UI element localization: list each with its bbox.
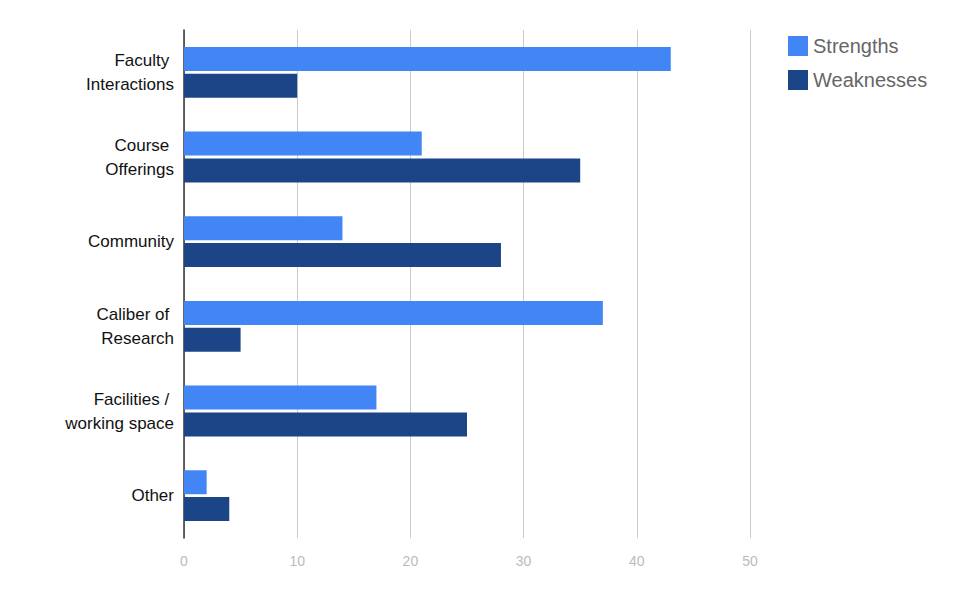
svg-text:Facilities /: Facilities / <box>94 390 174 409</box>
svg-text:Strengths: Strengths <box>813 35 899 57</box>
svg-text:10: 10 <box>289 553 305 569</box>
svg-text:20: 20 <box>403 553 419 569</box>
svg-text:50: 50 <box>742 553 758 569</box>
svg-text:Faculty: Faculty <box>114 51 174 70</box>
svg-text:Offerings: Offerings <box>105 160 174 179</box>
svg-text:working space: working space <box>64 414 174 433</box>
svg-text:Weaknesses: Weaknesses <box>813 69 927 91</box>
svg-text:Course: Course <box>114 136 174 155</box>
svg-text:40: 40 <box>629 553 645 569</box>
svg-text:Caliber of: Caliber of <box>97 305 174 324</box>
svg-text:Research: Research <box>101 329 174 348</box>
svg-text:Other: Other <box>131 486 174 505</box>
svg-text:Interactions: Interactions <box>86 75 174 94</box>
svg-text:Community: Community <box>88 232 174 251</box>
svg-text:0: 0 <box>180 553 188 569</box>
svg-text:30: 30 <box>516 553 532 569</box>
